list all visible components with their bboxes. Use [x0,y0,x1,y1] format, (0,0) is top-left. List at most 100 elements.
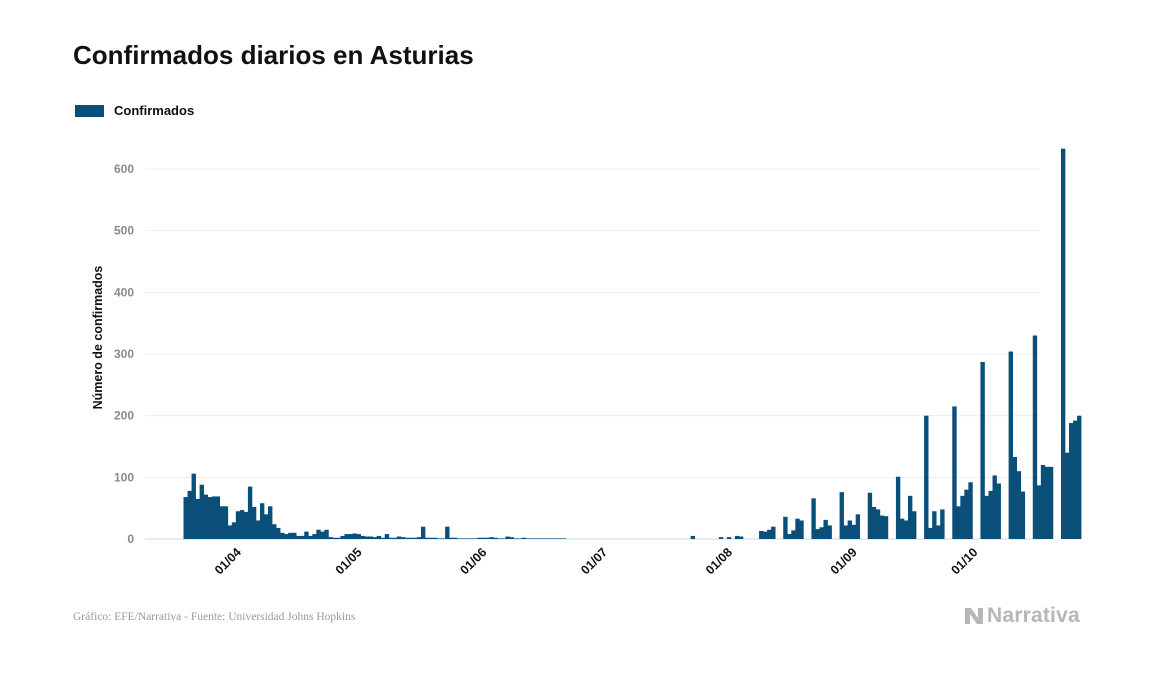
bar [726,537,732,539]
bar [268,506,273,539]
x-tick-label: 01/08 [703,545,735,577]
bar [312,534,317,539]
x-tick-label: 01/04 [212,545,244,577]
bar [525,538,530,539]
bar [243,511,249,539]
x-tick-label: 01/09 [828,545,860,577]
bar [412,537,418,539]
bar [718,537,724,539]
brand-logo: Narrativa [963,604,1080,628]
bar [215,496,221,539]
bar [400,537,406,539]
bar [288,532,293,539]
bar [895,476,901,539]
bar [1040,465,1046,539]
bar [324,529,329,539]
bar [855,514,861,539]
bar [795,518,800,539]
bar [219,506,225,539]
bar [799,520,804,539]
bar [247,486,253,539]
bar [320,531,325,539]
bar [1044,466,1050,539]
bar [533,538,539,539]
bar [1036,485,1042,539]
bar [316,529,321,539]
bar [509,537,514,539]
bar [517,538,522,539]
bar [296,535,301,539]
bar [304,531,309,539]
bar [264,514,269,539]
y-tick-label: 300 [114,347,134,361]
narrativa-logo-icon [965,608,983,624]
bar [541,538,547,539]
bar [936,525,941,539]
bar [819,527,824,539]
bar [384,534,390,539]
bar [984,495,989,539]
bar [461,538,466,539]
bar [1008,351,1013,539]
bar [952,406,957,539]
bar [392,537,398,539]
bar [425,537,430,539]
bar [513,538,518,539]
bar [433,537,438,539]
x-tick-label: 01/06 [457,545,489,577]
bar [388,537,394,539]
bar [940,509,945,539]
y-tick-label: 100 [114,470,134,484]
bar [481,537,486,539]
bar [235,511,241,539]
bar [815,529,820,539]
bar [867,492,873,539]
bar [879,515,885,539]
bar [545,538,551,539]
bar [292,532,297,539]
bar [1016,471,1022,539]
bar [549,538,555,539]
y-tick-label: 400 [114,285,134,299]
bar [239,510,245,539]
brand-name: Narrativa [987,604,1080,627]
x-tick-label: 01/07 [578,545,610,577]
bar [356,534,361,539]
bar [183,497,188,539]
bar [441,538,446,539]
bar [437,538,442,539]
bar [1064,452,1070,539]
bar [469,538,474,539]
bar [903,520,909,539]
bar [340,535,345,539]
bar [207,497,213,539]
bar [231,522,237,539]
x-tick-label: 01/05 [333,545,365,577]
bar [203,494,208,539]
bar [928,527,933,539]
bar [561,538,567,539]
bar [557,538,563,539]
bar [453,537,458,539]
y-axis-label: Número de confirmados [91,266,105,410]
bar [912,511,917,539]
y-tick-label: 200 [114,409,134,423]
bar [420,526,426,539]
bar [1073,420,1078,539]
footer-source: Gráfico: EFE/Narrativa - Fuente: Univers… [73,611,356,623]
bar [352,533,357,539]
bar [847,520,852,539]
bar [960,495,965,539]
bar [883,516,889,539]
bar [251,506,257,539]
bar [449,537,454,539]
bar [734,535,740,539]
bar [416,537,422,539]
bar [408,537,414,539]
bar [223,506,229,539]
x-tick-label: 01/10 [948,545,980,577]
bar [457,538,462,539]
bar [956,506,961,539]
bar [553,538,559,539]
bar [396,536,402,539]
